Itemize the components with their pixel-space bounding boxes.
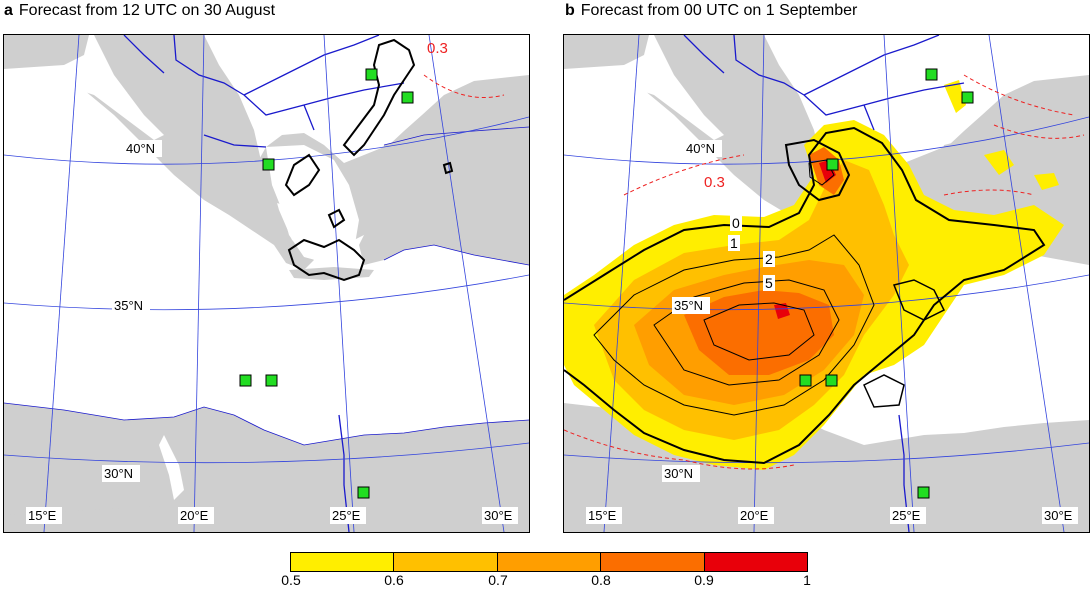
lat-labels-a: 40°N 35°N 30°N <box>102 140 162 482</box>
colorbar-segment <box>601 553 705 571</box>
dashed-contours-b <box>564 74 1085 470</box>
station-marker[interactable] <box>401 91 414 104</box>
contour-label-5: 5 <box>765 275 773 291</box>
panel-a-title-text: Forecast from 12 UTC on 30 August <box>18 2 276 19</box>
colorbar-segment <box>291 553 395 571</box>
station-marker[interactable] <box>826 158 839 171</box>
lon-label-25e: 25°E <box>892 508 921 523</box>
contours-b <box>564 126 1046 465</box>
colorbar-tick-label: 0.9 <box>694 572 714 588</box>
station-marker[interactable] <box>357 486 370 499</box>
country-borders <box>683 35 965 532</box>
contour-labels-b: 0.3 0 1 2 5 <box>704 174 775 291</box>
lon-label-15e: 15°E <box>588 508 617 523</box>
map-a-svg: 0.3 40°N 35°N 30°N 15°E 20°E 25°E 30°E <box>4 35 529 532</box>
colorbar-segment <box>497 553 602 571</box>
station-marker[interactable] <box>925 68 938 81</box>
panel-b-title: b Forecast from 00 UTC on 1 September <box>565 2 857 20</box>
lon-label-20e: 20°E <box>740 508 769 523</box>
station-marker[interactable] <box>917 486 930 499</box>
station-marker[interactable] <box>239 374 252 387</box>
map-panel-a: 0.3 40°N 35°N 30°N 15°E 20°E 25°E 30°E <box>3 34 530 533</box>
map-panel-b: 0.3 0 1 2 5 40°N 35°N 30°N 15°E 20°E 25°… <box>563 34 1090 533</box>
panel-a-title: a Forecast from 12 UTC on 30 August <box>4 2 275 20</box>
lon-labels-b: 15°E 20°E 25°E 30°E <box>586 507 1078 524</box>
lat-labels-b: 40°N 35°N 30°N <box>662 140 722 482</box>
panel-a-letter: a <box>4 2 13 19</box>
contour-label-1: 1 <box>730 235 738 251</box>
lon-labels-a: 15°E 20°E 25°E 30°E <box>26 507 518 524</box>
dust-plume <box>564 80 1064 470</box>
lon-label-30e: 30°E <box>484 508 513 523</box>
colorbar-tick-label: 0.8 <box>591 572 611 588</box>
colorbar-tick-label: 0.7 <box>488 572 508 588</box>
lat-label-35n: 35°N <box>114 298 143 313</box>
lon-label-15e: 15°E <box>28 508 57 523</box>
contour-label-0-3-a: 0.3 <box>427 40 448 57</box>
colorbar-segment <box>704 553 808 571</box>
landmass-cyrenaica-gulf <box>159 435 184 500</box>
lon-label-30e: 30°E <box>1044 508 1073 523</box>
colorbar-tick-label: 0.6 <box>384 572 404 588</box>
lat-label-30n: 30°N <box>664 466 693 481</box>
lat-label-35n: 35°N <box>674 298 703 313</box>
station-marker[interactable] <box>799 374 812 387</box>
station-marker[interactable] <box>265 374 278 387</box>
coastlines <box>4 126 529 446</box>
landmass-italy-heel <box>564 35 649 69</box>
lat-label-40n: 40°N <box>686 141 715 156</box>
colorbar-segment <box>394 553 498 571</box>
contour-label-0-3: 0.3 <box>704 174 725 191</box>
panel-b-title-text: Forecast from 00 UTC on 1 September <box>580 2 858 19</box>
contours-a <box>284 38 454 282</box>
contour-label-0: 0 <box>732 215 740 231</box>
colorbar-tick-label: 0.5 <box>281 572 301 588</box>
station-marker[interactable] <box>961 91 974 104</box>
lon-label-20e: 20°E <box>180 508 209 523</box>
station-marker[interactable] <box>365 68 378 81</box>
lon-label-25e: 25°E <box>332 508 361 523</box>
dashed-contour-a <box>423 74 505 98</box>
stations-a <box>239 68 414 499</box>
map-b-svg: 0.3 0 1 2 5 40°N 35°N 30°N 15°E 20°E 25°… <box>564 35 1089 532</box>
lat-label-30n: 30°N <box>104 466 133 481</box>
panel-b-letter: b <box>565 2 575 19</box>
colorbar <box>290 552 808 572</box>
colorbar-tick-label: 1 <box>803 572 811 588</box>
station-marker[interactable] <box>825 374 838 387</box>
contour-label-2: 2 <box>765 251 773 267</box>
lat-label-40n: 40°N <box>126 141 155 156</box>
landmass-turkey <box>359 127 529 265</box>
stations-b <box>799 68 974 499</box>
station-marker[interactable] <box>262 158 275 171</box>
landmass-italy-heel <box>4 35 89 69</box>
